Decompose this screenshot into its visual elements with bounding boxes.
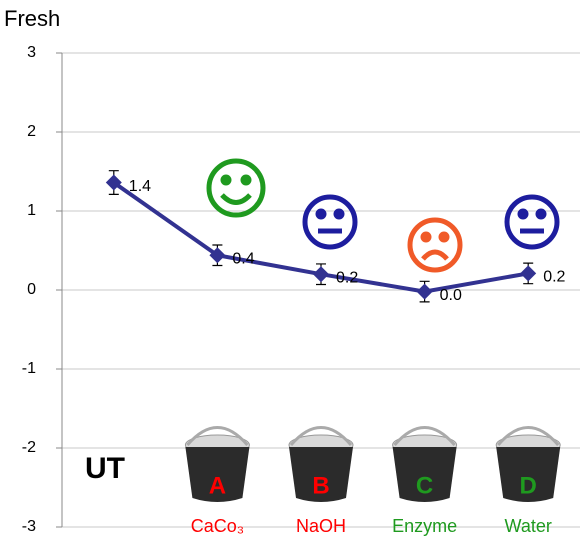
y-tick-label: -2 bbox=[22, 439, 36, 456]
bucket: C bbox=[393, 428, 457, 503]
data-label: 0.2 bbox=[336, 269, 358, 286]
x-tick-label: Water bbox=[505, 516, 552, 536]
data-label: 0.0 bbox=[440, 287, 462, 304]
neutral-face bbox=[305, 197, 355, 247]
y-tick-label: 2 bbox=[27, 123, 36, 140]
bucket-label: A bbox=[209, 472, 226, 499]
point-marker bbox=[520, 265, 536, 281]
point-marker bbox=[417, 284, 433, 300]
bucket-label: C bbox=[416, 472, 433, 499]
happy-face bbox=[209, 161, 263, 215]
face-icons bbox=[209, 161, 557, 270]
bucket: A bbox=[185, 428, 249, 503]
data-label: 0.2 bbox=[543, 269, 565, 286]
bucket-label: D bbox=[520, 472, 537, 499]
x-tick-label: CaCo₃ bbox=[191, 516, 244, 536]
y-tick-label: -3 bbox=[22, 518, 36, 535]
y-tick-label: 0 bbox=[27, 281, 36, 298]
chart: Fresh -3 -2 -1 0 1 2 3 A B C D UT CaCo₃ NaOH Enzyme Wat… bbox=[0, 0, 584, 546]
bucket: B bbox=[289, 428, 353, 503]
plot-area: -3 -2 -1 0 1 2 3 A B C D UT CaCo₃ NaOH Enzyme Water 1.4 0… bbox=[22, 44, 580, 536]
y-tick-label: 3 bbox=[27, 44, 36, 61]
data-label: 1.4 bbox=[129, 178, 151, 195]
chart-title: Fresh bbox=[4, 6, 60, 31]
sad-face bbox=[410, 220, 460, 270]
neutral-face bbox=[507, 197, 557, 247]
y-tick-label: 1 bbox=[27, 202, 36, 219]
point-marker bbox=[313, 266, 329, 282]
x-tick-label: Enzyme bbox=[392, 516, 457, 536]
bucket-label: B bbox=[312, 472, 329, 499]
x-tick-label: NaOH bbox=[296, 516, 346, 536]
bucket: D bbox=[496, 428, 560, 503]
data-label: 0.4 bbox=[232, 250, 254, 267]
y-tick-label: -1 bbox=[22, 360, 36, 377]
x-tick-label: UT bbox=[85, 452, 125, 485]
